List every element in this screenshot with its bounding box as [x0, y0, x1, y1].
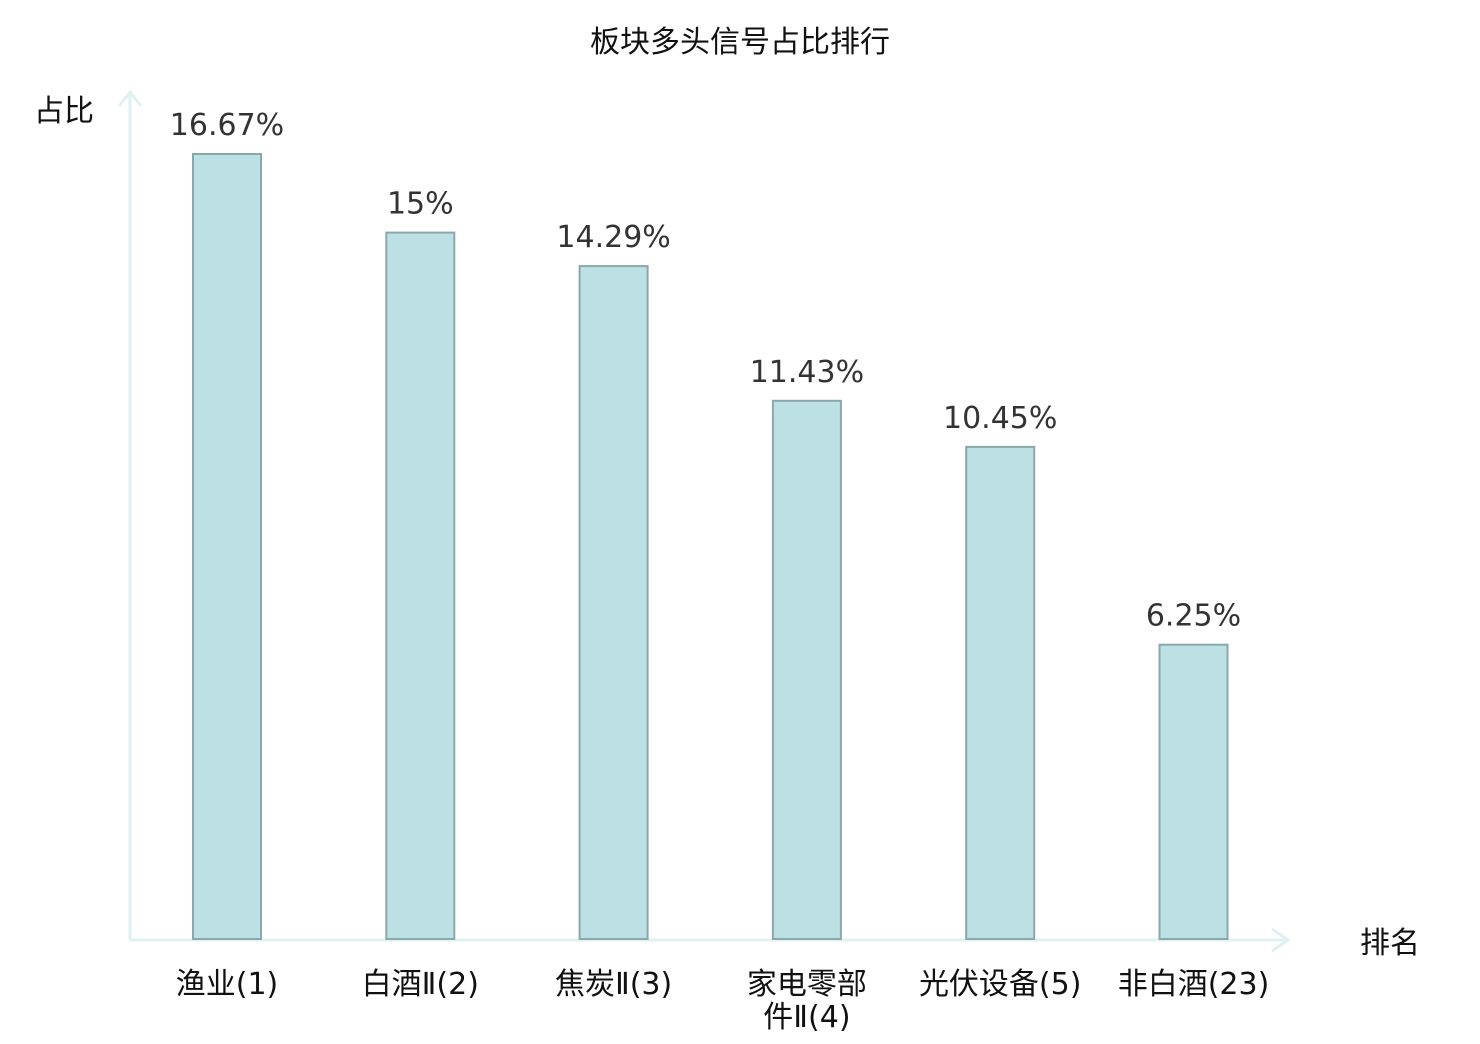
bar	[771, 399, 842, 940]
axes	[117, 89, 1291, 953]
y-axis-arrow-icon	[117, 89, 143, 107]
bar	[385, 231, 456, 941]
bar-value-label: 11.43%	[750, 355, 864, 390]
category-label: 渔业(1)	[176, 967, 279, 1002]
bar-value-label: 16.67%	[170, 108, 284, 143]
bar	[965, 445, 1036, 940]
category-label: 光伏设备(5)	[919, 967, 1082, 1002]
bar	[1158, 643, 1229, 940]
y-axis-label: 占比	[34, 94, 94, 129]
category-label: 非白酒(23)	[1118, 967, 1270, 1002]
category-label: 白酒Ⅱ(2)	[362, 967, 479, 1002]
bar	[192, 153, 262, 940]
x-axis-label: 排名	[1360, 926, 1420, 961]
bar	[578, 265, 649, 941]
value-labels: 16.67% 15% 14.29% 11.43% 10.45% 6.25%	[170, 108, 1241, 634]
x-axis-arrow-icon	[1271, 927, 1291, 953]
bar-value-label: 10.45%	[943, 401, 1057, 436]
chart-title: 板块多头信号占比排行	[590, 25, 890, 60]
bar-value-label: 15%	[387, 187, 454, 222]
bar-value-label: 6.25%	[1146, 599, 1241, 634]
category-label: 件Ⅱ(4)	[763, 1000, 850, 1035]
bar-value-label: 14.29%	[556, 220, 670, 255]
bars	[192, 153, 1229, 941]
category-label: 家电零部	[747, 967, 867, 1002]
category-label: 焦炭Ⅱ(3)	[555, 967, 672, 1002]
